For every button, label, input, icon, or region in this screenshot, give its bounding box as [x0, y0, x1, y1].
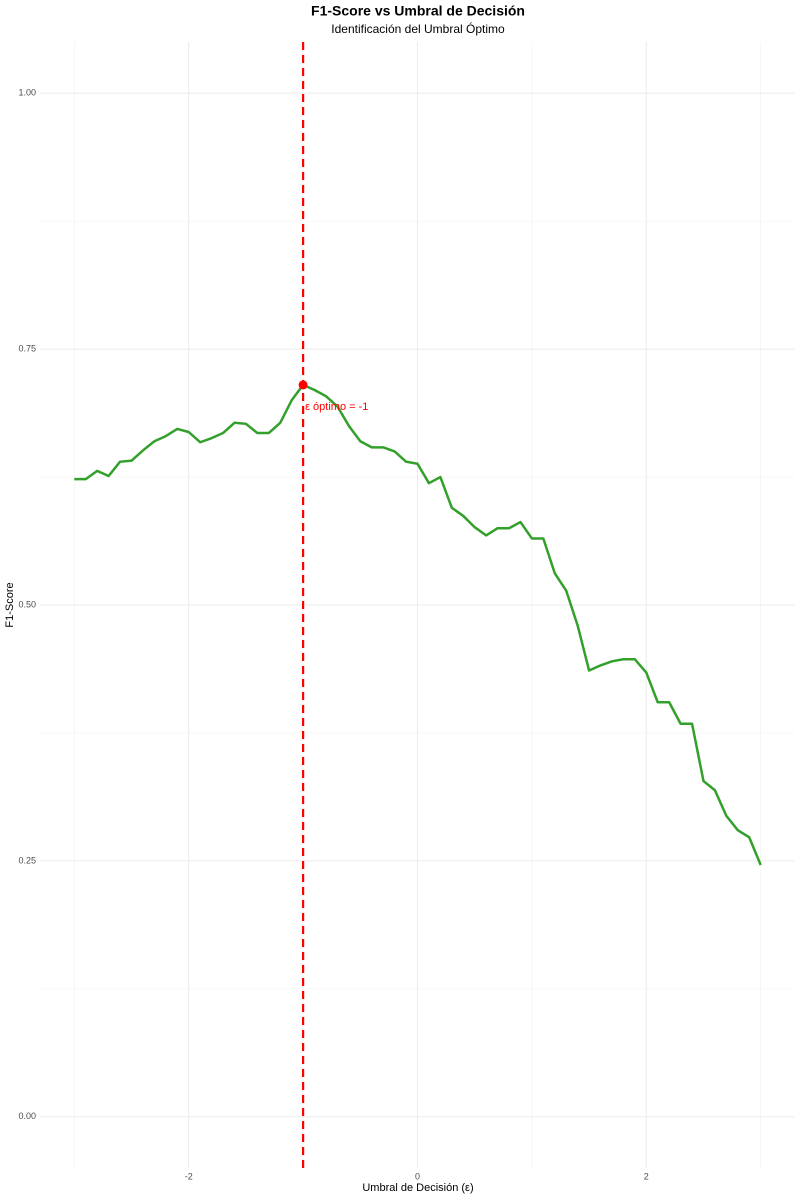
x-tick-label: 0 [415, 1171, 420, 1181]
y-tick-label: 0.50 [18, 599, 36, 609]
y-axis-label: F1-Score [4, 582, 16, 627]
x-tick-label: 2 [644, 1171, 649, 1181]
y-tick-label: 0.00 [18, 1111, 36, 1121]
chart-title: F1-Score vs Umbral de Decisión [311, 3, 525, 19]
y-tick-label: 0.75 [18, 343, 36, 353]
optimum-point [298, 380, 308, 390]
y-tick-label: 0.25 [18, 855, 36, 865]
y-tick-label: 1.00 [18, 88, 36, 98]
optimum-label: ε óptimo = -1 [305, 401, 368, 413]
chart-subtitle: Identificación del Umbral Óptimo [331, 21, 505, 36]
x-tick-label: -2 [185, 1171, 193, 1181]
data-line [74, 383, 762, 866]
x-axis-label: Umbral de Decisión (ε) [362, 1182, 473, 1194]
